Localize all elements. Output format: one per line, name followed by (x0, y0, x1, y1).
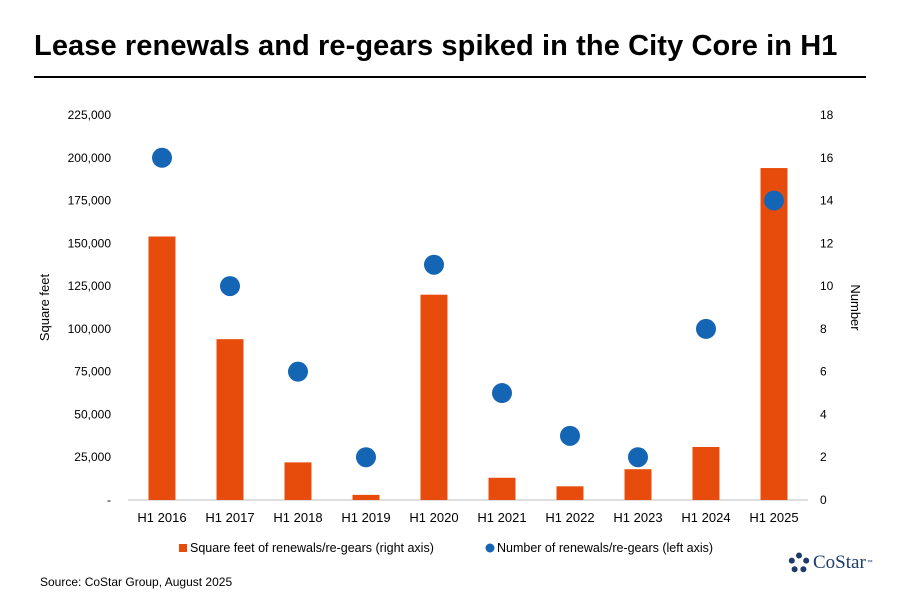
x-tick-label: H1 2019 (341, 510, 390, 525)
bar-sqft (624, 469, 652, 500)
legend-label-count: Number of renewals/re-gears (left axis) (497, 541, 713, 555)
bar-sqft (148, 236, 176, 500)
y-left-tick-label: 75,000 (74, 365, 111, 379)
x-tick-label: H1 2017 (205, 510, 254, 525)
bar-sqft (488, 477, 516, 500)
bar-sqft (352, 494, 380, 500)
y-left-tick-label: 100,000 (68, 322, 112, 336)
dot-count (356, 447, 376, 468)
y-right-tick-label: 4 (820, 407, 827, 421)
y-right-tick-label: 18 (820, 108, 834, 122)
chart-title: Lease renewals and re-gears spiked in th… (34, 30, 838, 62)
bar-sqft (556, 486, 584, 500)
y-left-tick-label: 125,000 (68, 279, 112, 293)
costar-logo: CoStar ™ (788, 552, 873, 574)
y-left-tick-label: - (107, 493, 111, 507)
y-left-tick-label: 175,000 (68, 194, 112, 208)
bar-sqft (284, 462, 312, 500)
dot-count (220, 276, 240, 297)
y-left-tick-label: 150,000 (68, 236, 112, 250)
x-tick-label: H1 2022 (545, 510, 594, 525)
costar-star-icon (788, 552, 810, 573)
y-left-tick-label: 25,000 (74, 450, 111, 464)
y-left-tick-label: 200,000 (68, 151, 112, 165)
bar-sqft (692, 446, 720, 500)
x-tick-label: H1 2024 (681, 510, 730, 525)
y-right-tick-label: 14 (820, 194, 834, 208)
y-left-tick-label: 50,000 (74, 407, 111, 421)
y-left-tick-label: 225,000 (68, 108, 112, 122)
y-right-tick-label: 6 (820, 365, 827, 379)
y-right-tick-label: 12 (820, 236, 834, 250)
x-tick-label: H1 2021 (477, 510, 526, 525)
y-right-tick-label: 2 (820, 450, 827, 464)
x-tick-label: H1 2016 (137, 510, 186, 525)
bar-sqft (216, 339, 244, 500)
dot-count (288, 361, 308, 382)
y-right-tick-label: 16 (820, 151, 834, 165)
dot-count (560, 425, 580, 446)
x-tick-label: H1 2020 (409, 510, 458, 525)
bar-sqft (420, 294, 448, 500)
bar-sqft (760, 168, 788, 501)
brand-trademark: ™ (866, 560, 873, 566)
x-tick-label: H1 2018 (273, 510, 322, 525)
x-tick-label: H1 2025 (749, 510, 798, 525)
dot-count (492, 383, 512, 404)
dot-count (152, 147, 172, 168)
legend-label-sqft: Square feet of renewals/re-gears (right … (190, 541, 434, 555)
y-right-tick-label: 0 (820, 493, 827, 507)
legend-swatch-sqft (179, 544, 187, 552)
y-right-tick-label: 10 (820, 279, 834, 293)
dot-count (696, 318, 716, 339)
y-left-axis-title: Square feet (37, 274, 52, 342)
y-right-tick-label: 8 (820, 322, 827, 336)
x-tick-label: H1 2023 (613, 510, 662, 525)
source-note: Source: CoStar Group, August 2025 (40, 575, 233, 589)
title-divider (34, 76, 866, 78)
brand-name: CoStar (813, 552, 866, 573)
dot-count (424, 254, 444, 275)
dot-count (628, 447, 648, 468)
legend-swatch-count (485, 543, 495, 553)
dot-count (764, 190, 784, 211)
y-right-axis-title: Number (848, 284, 863, 331)
